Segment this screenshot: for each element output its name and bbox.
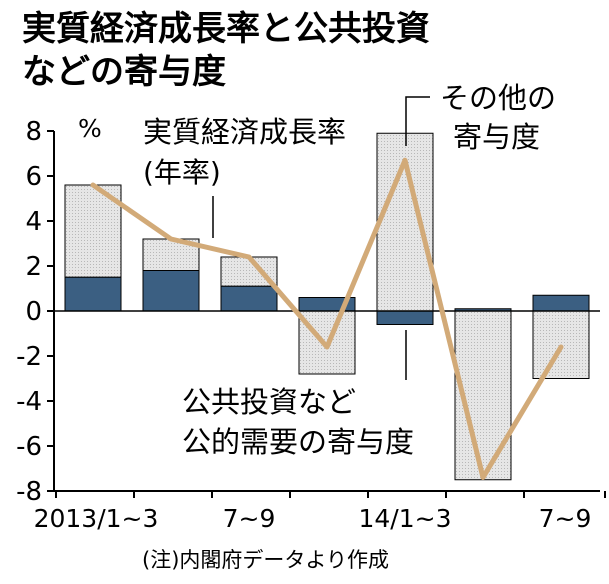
public-demand-bar: [532, 294, 590, 312]
x-tick-label: 14/1~3: [359, 504, 452, 533]
public-label-line-1: 公共投資など: [182, 385, 356, 419]
y-tick-label: 4: [25, 207, 42, 237]
public-label-line-2: 公的需要の寄与度: [182, 425, 414, 459]
other-label-line-1: その他の: [440, 81, 556, 115]
y-tick-label: -6: [16, 432, 42, 462]
gdp-growth-line: [90, 157, 564, 480]
source-note: (注)内閣府データより作成: [142, 548, 389, 572]
chart-title-line-2: などの寄与度: [22, 52, 226, 92]
y-tick-label: -8: [16, 477, 42, 507]
x-tick-label: 2013/1~3: [34, 504, 159, 533]
y-tick-label: 0: [25, 297, 42, 327]
x-tick-label: 7~9: [223, 504, 276, 533]
public-demand-bar: [64, 276, 122, 312]
public-demand-bar: [376, 310, 434, 325]
chart-title-line-1: 実質経済成長率と公共投資: [22, 9, 430, 49]
x-tick-label: 7~9: [539, 504, 592, 533]
other-label-leader: [405, 96, 430, 146]
y-tick-label: -2: [16, 342, 42, 372]
public-demand-bar: [220, 285, 278, 312]
gdp-label-line-2: (年率): [143, 156, 221, 189]
y-tick-label: 2: [25, 252, 42, 282]
gdp-label-line-1: 実質経済成長率: [143, 115, 346, 149]
y-tick-label: -4: [16, 387, 42, 417]
public-demand-bar: [142, 270, 200, 312]
other-label-line-2: 寄与度: [453, 120, 540, 154]
y-tick-label: 8: [25, 117, 42, 147]
y-tick-label: 6: [25, 162, 42, 192]
y-unit-label: %: [78, 114, 102, 143]
